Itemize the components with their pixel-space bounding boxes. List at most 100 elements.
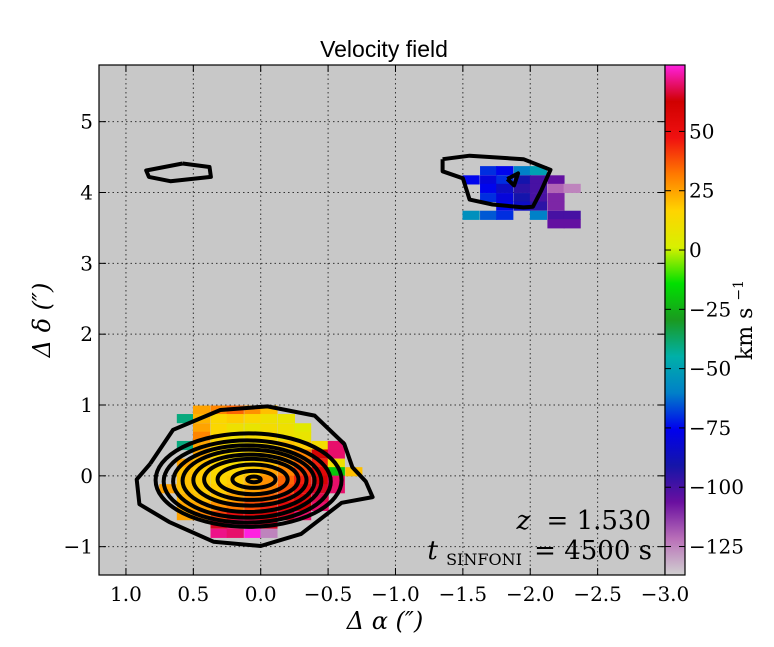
velocity-pixel-150 (547, 210, 565, 220)
velocity-pixel-89 (210, 493, 228, 503)
colorbar-tick-label-2: 0 (689, 238, 702, 262)
velocity-pixel-43 (311, 449, 329, 459)
velocity-pixel-144 (529, 201, 548, 211)
velocity-pixel-152 (547, 219, 565, 229)
velocity-pixel-80 (226, 484, 244, 494)
velocity-pixel-73 (294, 475, 312, 485)
velocity-pixel-0 (176, 414, 194, 424)
velocity-pixel-22 (226, 431, 244, 441)
velocity-pixel-82 (260, 484, 278, 494)
annotation-redshift: z = 1.530 (516, 506, 651, 536)
velocity-pixel-87 (176, 493, 194, 503)
velocity-pixel-15 (226, 423, 244, 433)
velocity-pixel-14 (210, 423, 228, 433)
velocity-pixel-128 (513, 175, 531, 185)
velocity-pixel-133 (513, 183, 531, 193)
velocity-pixel-11 (260, 414, 278, 424)
y-axis-label: Δ δ (″) (28, 283, 56, 359)
velocity-pixel-124 (529, 166, 548, 176)
velocity-pixel-48 (226, 458, 244, 468)
colorbar-tick-label-0: 50 (689, 119, 714, 143)
colorbar-tick-label-3: −25 (689, 297, 731, 321)
redshift-symbol: z (516, 506, 531, 536)
velocity-pixel-76 (159, 484, 177, 494)
x-tick-label-8: −3.0 (641, 582, 690, 606)
velocity-pixel-8 (210, 414, 228, 424)
axis-ticks (99, 65, 666, 575)
velocity-pixel-123 (513, 166, 531, 176)
velocity-pixel-20 (192, 431, 211, 441)
flux-contour-8 (153, 431, 344, 529)
colorbar-unit-exponent: −1 (731, 280, 747, 301)
velocity-pixel-13 (192, 423, 211, 433)
y-tick-labels: −1 0 1 2 3 4 5 (64, 110, 93, 559)
velocity-pixel-42 (294, 449, 312, 459)
x-tick-label-0: 1.0 (110, 582, 142, 606)
velocity-pixel-46 (192, 458, 211, 468)
x-axis-label: Δ α (″) (346, 607, 424, 635)
velocity-pixel-78 (192, 484, 211, 494)
velocity-pixel-16 (244, 423, 262, 433)
velocity-pixel-120 (260, 528, 278, 538)
velocity-pixel-149 (529, 210, 548, 220)
velocity-pixel-12 (277, 414, 296, 424)
velocity-pixel-122 (496, 166, 514, 176)
x-tick-label-7: −2.5 (573, 582, 622, 606)
velocity-pixel-97 (192, 501, 211, 512)
chart-title: Velocity field (320, 36, 448, 62)
velocity-pixel-57 (210, 467, 228, 477)
colorbar-label: km s −1 (731, 280, 758, 360)
velocity-pixel-136 (563, 183, 581, 193)
svg-text:t SINFONI = 4500 s: t SINFONI = 4500 s (427, 536, 652, 572)
velocity-pixel-147 (480, 210, 498, 220)
x-tick-label-2: 0.0 (245, 582, 277, 606)
velocity-pixel-98 (210, 501, 228, 512)
flux-contour-1 (230, 468, 278, 490)
flux-contour-outer-3 (505, 171, 521, 188)
velocity-pixel-131 (480, 183, 498, 193)
velocity-pixel-104 (311, 501, 329, 512)
velocity-pixel-44 (327, 449, 345, 459)
velocity-pixel-5 (244, 405, 262, 415)
velocity-pixel-134 (529, 183, 548, 193)
velocity-pixel-145 (547, 201, 565, 211)
y-tick-label-6: 5 (80, 110, 93, 134)
velocity-pixel-148 (496, 210, 514, 220)
y-tick-label-4: 3 (80, 251, 93, 275)
x-tick-label-5: −1.5 (439, 582, 488, 606)
velocity-pixel-61 (277, 467, 296, 477)
flux-contour-2 (215, 462, 290, 497)
colorbar-tick-label-1: 25 (689, 179, 714, 203)
velocity-pixel-26 (294, 431, 312, 441)
velocity-pixel-58 (226, 467, 244, 477)
flux-contour-outer-1 (144, 161, 213, 184)
flux-contour-6 (171, 443, 324, 520)
velocity-pixel-111 (277, 511, 296, 521)
velocity-pixel-138 (496, 193, 514, 203)
x-tick-label-6: −2.0 (506, 582, 555, 606)
colorbar-tick-label-6: −100 (689, 475, 744, 499)
svg-text:z = 1.530: z = 1.530 (516, 506, 651, 536)
velocity-pixel-6 (260, 405, 278, 415)
colorbar-ticks: 50 25 0 −25 −50 −75 −100 −125 (665, 119, 744, 559)
velocity-pixel-118 (226, 528, 244, 538)
colorbar-tick-label-4: −50 (689, 357, 731, 381)
velocity-pixel-35 (327, 440, 345, 451)
time-subscript: SINFONI (446, 550, 522, 569)
x-tick-label-4: −1.0 (371, 582, 420, 606)
velocity-pixel-151 (563, 210, 581, 220)
flux-contour-4 (191, 452, 309, 508)
x-tick-label-3: −0.5 (304, 582, 353, 606)
colorbar-frame (664, 64, 686, 576)
velocity-pixel-67 (192, 475, 211, 485)
y-tick-label-0: −1 (64, 535, 93, 559)
velocity-pixel-96 (176, 501, 194, 512)
velocity-pixel-137 (480, 193, 498, 203)
plot-area (98, 64, 666, 576)
velocity-pixel-135 (547, 183, 565, 193)
velocity-pixel-112 (294, 511, 312, 521)
flux-contour-outer-2 (440, 153, 553, 210)
velocity-pixel-28 (210, 440, 228, 451)
y-tick-label-5: 4 (80, 181, 93, 205)
